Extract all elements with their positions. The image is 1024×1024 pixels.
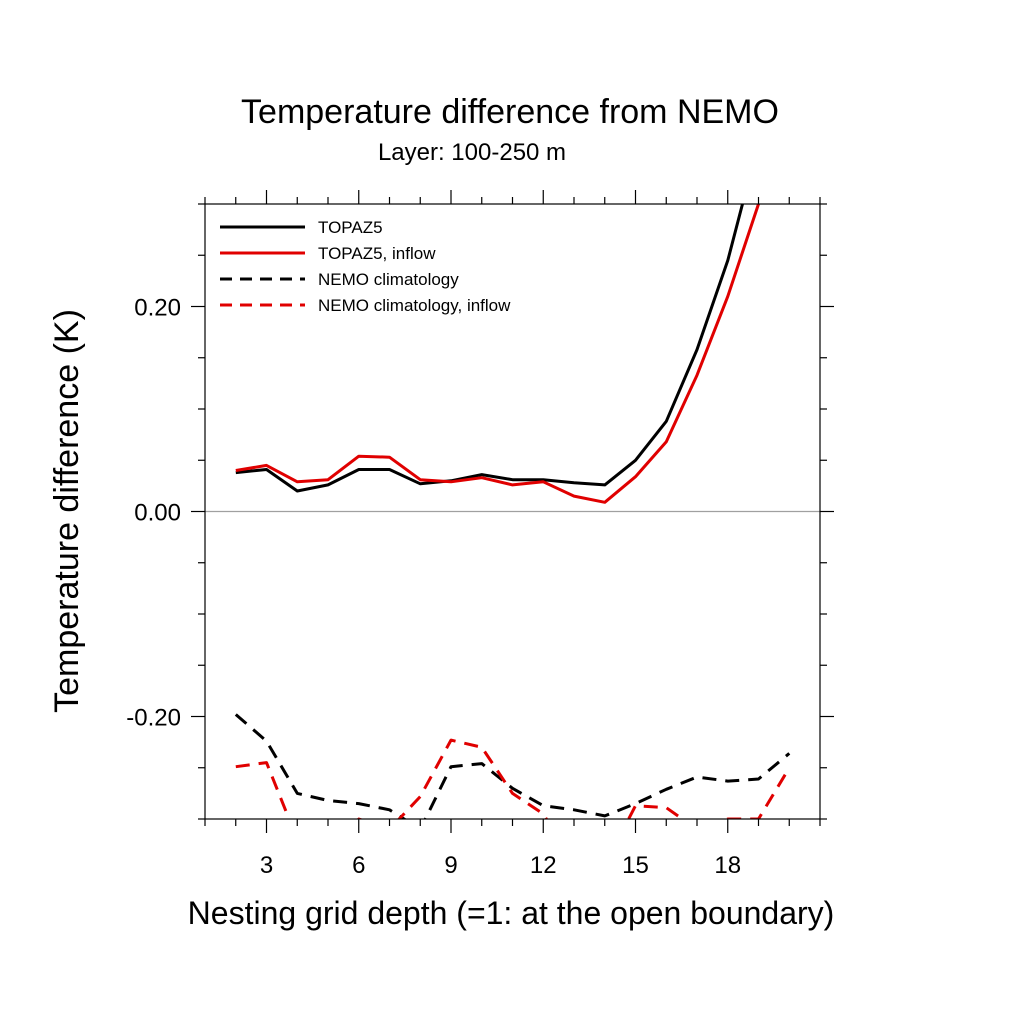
y-tick-label: -0.20 [126,705,181,732]
y-tick-label: 0.00 [134,500,181,527]
series-line-1 [235,204,745,493]
tick-labels-layer: 3 6 9 12 15 18 -0.20 0.00 0.20 [126,295,741,880]
legend-label: TOPAZ5 [318,218,383,237]
x-tick-label: 18 [714,852,741,879]
x-tick-label: 15 [622,852,649,879]
series-line-4 [235,738,791,819]
series-line-2 [235,204,761,504]
x-axis-label: Nesting grid depth (=1: at the open boun… [188,895,835,931]
x-tick-label: 9 [444,852,457,879]
x-tick-label: 6 [352,852,365,879]
y-tick-label: 0.20 [134,295,181,322]
legend-label: TOPAZ5, inflow [318,244,436,263]
y-axis-label: Temperature difference (K) [48,309,86,713]
series-layer [234,204,791,819]
legend: TOPAZ5 TOPAZ5, inflow NEMO climatology NEMO… [220,218,511,315]
ticks-layer [191,190,834,833]
x-tick-label: 3 [260,852,273,879]
chart-subtitle: Layer: 100-250 m [378,139,566,166]
legend-label: NEMO climatology, inflow [318,296,511,315]
chart-title: Temperature difference from NEMO [241,93,779,131]
series-line-3 [234,713,791,819]
x-tick-label: 12 [530,852,557,879]
legend-label: NEMO climatology [318,270,459,289]
